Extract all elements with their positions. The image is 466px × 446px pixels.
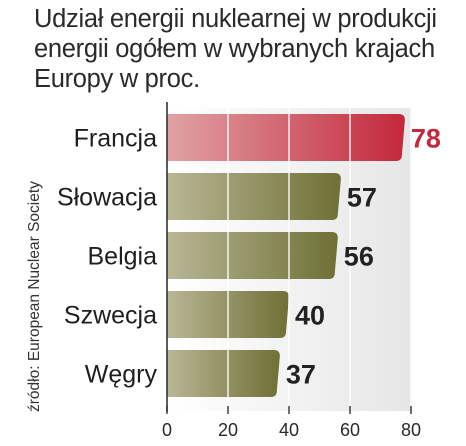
value-label-1: 78 (411, 124, 441, 154)
value-label-2: 57 (347, 183, 377, 213)
value-label-3: 56 (344, 242, 374, 272)
category-label-3: Belgia (88, 243, 158, 271)
category-label-1: Francja (74, 125, 157, 153)
chart-title: Udział energii nuklearnej w produkcji en… (34, 5, 437, 93)
bar-3 (167, 232, 338, 279)
category-label-4: Szwecja (64, 302, 157, 330)
value-label-4: 40 (295, 301, 325, 331)
bar-5 (167, 350, 280, 397)
tick-label-1: 0 (162, 420, 172, 440)
tick-label-4: 60 (340, 420, 360, 440)
tick-label-5: 80 (401, 420, 421, 440)
tick-label-3: 40 (279, 420, 299, 440)
bar-2 (167, 173, 341, 220)
bar-1 (167, 114, 405, 161)
value-label-5: 37 (286, 360, 316, 390)
category-label-2: Słowacja (57, 184, 157, 212)
category-label-5: Węgry (85, 361, 158, 389)
tick-label-2: 20 (218, 420, 238, 440)
